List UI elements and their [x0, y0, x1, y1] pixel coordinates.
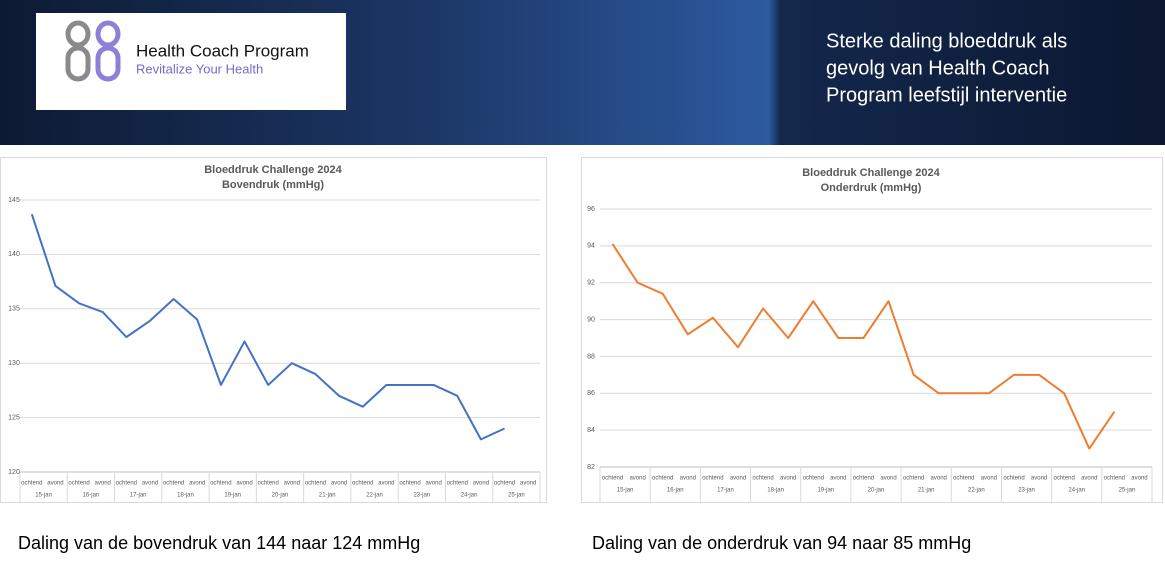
x-tick-label: avond [730, 476, 746, 482]
x-group-label: 23-jan [1018, 488, 1035, 494]
x-group-label: 21-jan [918, 488, 935, 494]
x-tick-label: avond [880, 476, 896, 482]
x-tick-label: avond [284, 481, 300, 487]
x-group-label: 24-jan [461, 493, 478, 499]
x-group-label: 20-jan [272, 493, 289, 499]
x-tick-label: ochtend [21, 481, 42, 487]
x-tick-label: ochtend [1054, 476, 1075, 482]
x-tick-label: ochtend [803, 476, 824, 482]
x-tick-label: ochtend [494, 481, 515, 487]
x-tick-label: ochtend [1104, 476, 1125, 482]
x-tick-label: ochtend [68, 481, 89, 487]
x-tick-label: ochtend [447, 481, 468, 487]
x-tick-label: avond [1031, 476, 1047, 482]
y-tick-label: 96 [587, 206, 595, 213]
x-tick-label: avond [189, 481, 205, 487]
x-tick-label: avond [236, 481, 252, 487]
x-group-label: 20-jan [868, 488, 885, 494]
x-tick-label: ochtend [853, 476, 874, 482]
x-tick-label: ochtend [702, 476, 723, 482]
y-tick-label: 135 [8, 306, 20, 313]
x-tick-label: avond [47, 481, 63, 487]
x-tick-label: avond [95, 481, 111, 487]
chart-title: Bloeddruk Challenge 2024 [802, 167, 940, 179]
y-tick-label: 92 [587, 280, 595, 287]
x-tick-label: ochtend [116, 481, 137, 487]
data-line [30, 213, 505, 441]
x-group-label: 17-jan [717, 488, 734, 494]
x-tick-label: avond [1131, 476, 1147, 482]
chart-frame [581, 157, 1163, 503]
x-tick-label: avond [142, 481, 158, 487]
x-tick-label: avond [520, 481, 536, 487]
x-group-label: 15-jan [617, 488, 634, 494]
x-tick-label: ochtend [903, 476, 924, 482]
x-group-label: 15-jan [35, 493, 52, 499]
x-group-label: 19-jan [224, 493, 241, 499]
chart-subtitle: Onderdruk (mmHg) [821, 182, 922, 194]
headline: Program leefstijl interventie [826, 84, 1067, 106]
x-group-label: 16-jan [83, 493, 100, 499]
y-tick-label: 88 [587, 353, 595, 360]
x-tick-label: ochtend [953, 476, 974, 482]
y-tick-label: 84 [587, 427, 595, 434]
caption: Daling van de onderdruk van 94 naar 85 m… [592, 533, 971, 553]
x-group-label: 22-jan [366, 493, 383, 499]
x-tick-label: ochtend [752, 476, 773, 482]
chart-title: Bloeddruk Challenge 2024 [204, 164, 342, 176]
x-tick-label: avond [680, 476, 696, 482]
x-group-label: 24-jan [1068, 488, 1085, 494]
caption: Daling van de bovendruk van 144 naar 124… [18, 533, 420, 553]
logo-title: Health Coach Program [136, 41, 309, 60]
y-tick-label: 130 [8, 360, 20, 367]
x-tick-label: ochtend [258, 481, 279, 487]
x-group-label: 16-jan [667, 488, 684, 494]
y-tick-label: 125 [8, 414, 20, 421]
x-group-label: 25-jan [508, 493, 525, 499]
x-tick-label: avond [473, 481, 489, 487]
y-tick-label: 120 [8, 469, 20, 476]
x-tick-label: ochtend [352, 481, 373, 487]
x-tick-label: ochtend [305, 481, 326, 487]
logo-tagline: Revitalize Your Health [136, 61, 263, 76]
x-tick-label: ochtend [399, 481, 420, 487]
x-group-label: 18-jan [177, 493, 194, 499]
x-tick-label: ochtend [210, 481, 231, 487]
x-tick-label: ochtend [163, 481, 184, 487]
headline: gevolg van Health Coach [826, 57, 1049, 79]
y-tick-label: 90 [587, 316, 595, 323]
logo-icon [65, 20, 121, 82]
x-group-label: 19-jan [817, 488, 834, 494]
x-group-label: 25-jan [1119, 488, 1136, 494]
headline: Sterke daling bloeddruk als [826, 30, 1067, 52]
y-tick-label: 94 [587, 243, 595, 250]
x-tick-label: avond [629, 476, 645, 482]
chart-subtitle: Bovendruk (mmHg) [222, 179, 324, 191]
x-tick-label: avond [931, 476, 947, 482]
x-group-label: 21-jan [319, 493, 336, 499]
y-tick-label: 140 [8, 251, 20, 258]
x-group-label: 18-jan [767, 488, 784, 494]
x-group-label: 23-jan [413, 493, 430, 499]
x-tick-label: avond [331, 481, 347, 487]
x-group-label: 22-jan [968, 488, 985, 494]
x-group-label: 17-jan [130, 493, 147, 499]
x-tick-label: avond [378, 481, 394, 487]
chart-frame [0, 157, 547, 503]
x-tick-label: avond [780, 476, 796, 482]
data-line [611, 243, 1116, 450]
x-tick-label: ochtend [652, 476, 673, 482]
x-tick-label: ochtend [602, 476, 623, 482]
x-tick-label: ochtend [1003, 476, 1024, 482]
y-tick-label: 82 [587, 464, 595, 471]
x-tick-label: avond [425, 481, 441, 487]
y-tick-label: 86 [587, 390, 595, 397]
x-tick-label: avond [981, 476, 997, 482]
y-tick-label: 145 [8, 197, 20, 204]
x-tick-label: avond [830, 476, 846, 482]
x-tick-label: avond [1081, 476, 1097, 482]
